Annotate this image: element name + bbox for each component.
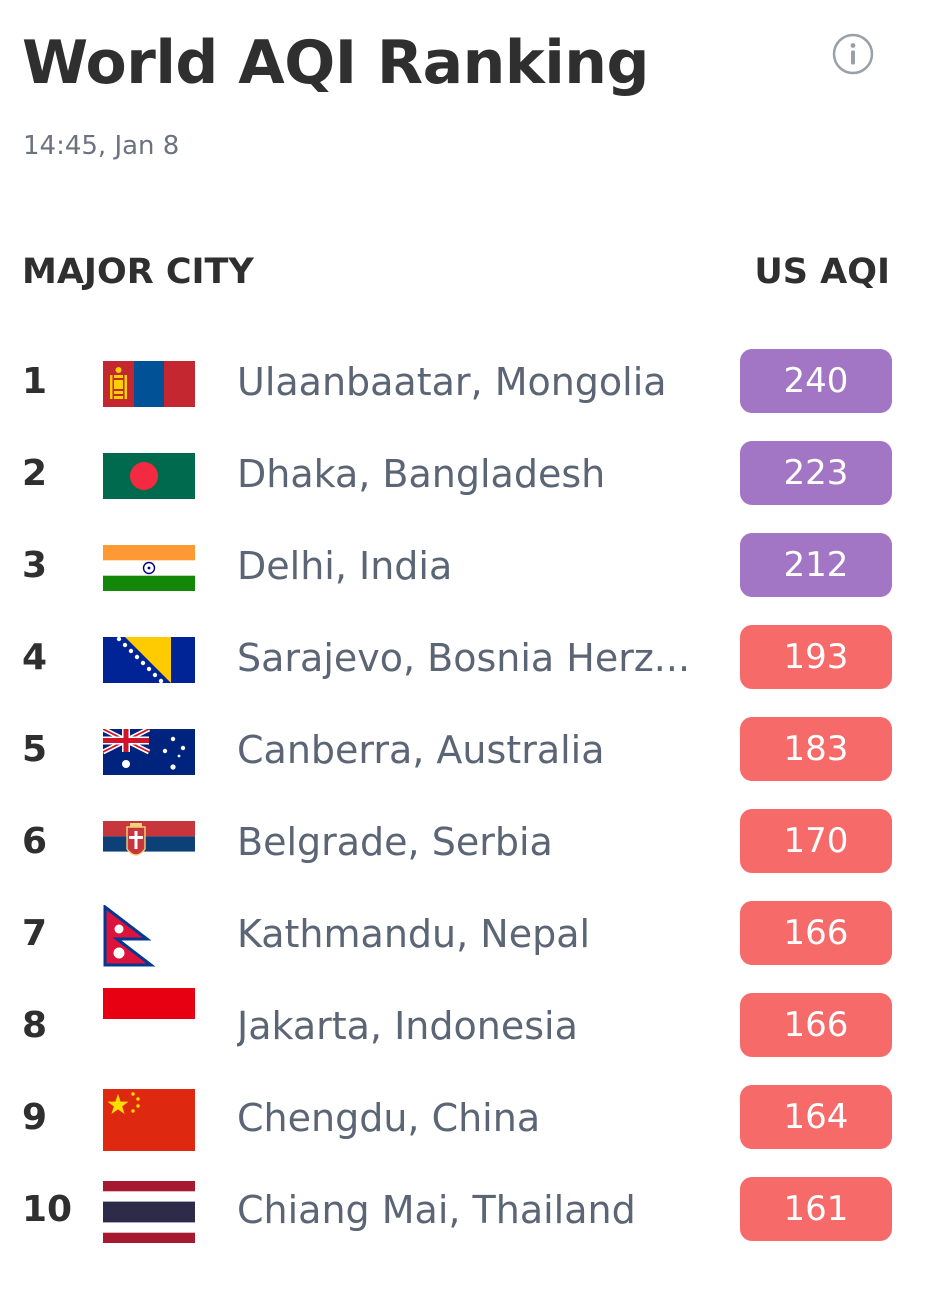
ranking-row[interactable]: 9 Chengdu, China 164	[0, 1072, 940, 1164]
city-name[interactable]: Chengdu, China	[237, 1096, 541, 1140]
ranking-row[interactable]: 10 Chiang Mai, Thailand 161	[0, 1164, 940, 1256]
rank-number: 5	[22, 729, 48, 770]
rank-number: 3	[22, 545, 48, 586]
ranking-row[interactable]: 7 Kathmandu, Nepal 166	[0, 888, 940, 980]
nepal-flag-icon	[103, 905, 195, 967]
city-name[interactable]: Delhi, India	[237, 544, 453, 588]
aqi-badge: 240	[740, 349, 892, 413]
bosnia-herzegovina-flag-icon	[103, 637, 195, 683]
serbia-flag-icon	[103, 821, 195, 867]
info-circle-icon[interactable]	[832, 33, 874, 75]
india-flag-icon	[103, 545, 195, 591]
aqi-badge: 212	[740, 533, 892, 597]
rank-number: 2	[22, 453, 48, 494]
mongolia-flag-icon	[103, 361, 195, 407]
aqi-badge: 164	[740, 1085, 892, 1149]
city-name[interactable]: Sarajevo, Bosnia Herz...	[237, 636, 691, 680]
update-timestamp: 14:45, Jan 8	[23, 131, 180, 161]
bangladesh-flag-icon	[103, 453, 195, 499]
ranking-row[interactable]: 2 Dhaka, Bangladesh 223	[0, 428, 940, 520]
ranking-row[interactable]: 5	[0, 704, 940, 796]
ranking-list: 1 Ulaanbaatar, Mongolia 240	[0, 336, 940, 1256]
ranking-row[interactable]: 8 Jakarta, Indonesia 166	[0, 980, 940, 1072]
column-header-major-city: MAJOR CITY	[22, 252, 254, 292]
city-name[interactable]: Chiang Mai, Thailand	[237, 1188, 636, 1232]
ranking-row[interactable]: 4 Sarajevo, Bo	[0, 612, 940, 704]
city-name[interactable]: Jakarta, Indonesia	[237, 1004, 578, 1048]
rank-number: 6	[22, 821, 48, 862]
china-flag-icon	[103, 1089, 195, 1151]
page-title: World AQI Ranking	[22, 28, 649, 98]
aqi-badge: 166	[740, 993, 892, 1057]
rank-number: 7	[22, 913, 48, 954]
ranking-row[interactable]: 3 Delhi, India 212	[0, 520, 940, 612]
aqi-badge: 170	[740, 809, 892, 873]
rank-number: 10	[22, 1189, 73, 1230]
aqi-badge: 223	[740, 441, 892, 505]
rank-number: 4	[22, 637, 48, 678]
aqi-badge: 193	[740, 625, 892, 689]
thailand-flag-icon	[103, 1181, 195, 1243]
rank-number: 1	[22, 361, 48, 402]
aqi-badge: 183	[740, 717, 892, 781]
city-name[interactable]: Belgrade, Serbia	[237, 820, 553, 864]
ranking-row[interactable]: 6 Belgrade, Serbia 170	[0, 796, 940, 888]
column-header-us-aqi: US AQI	[754, 252, 890, 292]
indonesia-flag-icon	[103, 988, 195, 1050]
australia-flag-icon	[103, 729, 195, 775]
rank-number: 9	[22, 1097, 48, 1138]
city-name[interactable]: Kathmandu, Nepal	[237, 912, 591, 956]
city-name[interactable]: Ulaanbaatar, Mongolia	[237, 360, 667, 404]
ranking-row[interactable]: 1 Ulaanbaatar, Mongolia 240	[0, 336, 940, 428]
aqi-badge: 166	[740, 901, 892, 965]
city-name[interactable]: Dhaka, Bangladesh	[237, 452, 606, 496]
rank-number: 8	[22, 1005, 48, 1046]
aqi-badge: 161	[740, 1177, 892, 1241]
city-name[interactable]: Canberra, Australia	[237, 728, 605, 772]
